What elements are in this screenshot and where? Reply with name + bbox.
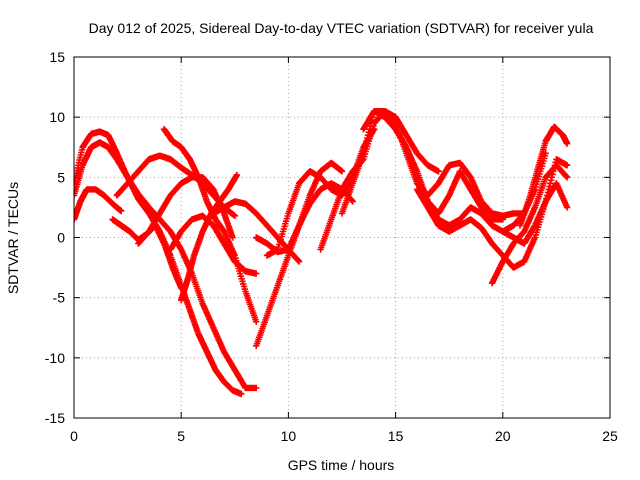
series-arc-19 — [488, 162, 571, 287]
series-arc-4 — [109, 216, 185, 292]
series-marks — [135, 174, 236, 247]
x-tick-label: 0 — [70, 428, 78, 444]
y-axis-label: SDTVAR / TECUs — [5, 182, 21, 294]
series-marks — [413, 156, 571, 271]
y-tick-label: -10 — [45, 350, 65, 366]
x-axis-label: GPS time / hours — [288, 457, 395, 473]
x-tick-label: 5 — [177, 428, 185, 444]
series-marks — [109, 216, 185, 292]
y-tick-label: -5 — [53, 290, 66, 306]
y-tick-label: 0 — [57, 230, 65, 246]
data-marks — [74, 108, 571, 398]
series-marks — [74, 139, 260, 392]
series-arc-1 — [74, 128, 245, 398]
y-tick-label: -15 — [45, 410, 65, 426]
x-tick-label: 15 — [388, 428, 404, 444]
series-arc-12 — [253, 159, 346, 256]
series-marks — [74, 128, 245, 398]
series-marks — [74, 186, 125, 223]
x-tick-label: 20 — [495, 428, 511, 444]
y-tick-label: 5 — [57, 169, 65, 185]
series-arc-3 — [74, 186, 125, 223]
plot-border — [73, 56, 611, 419]
series-marks — [516, 123, 571, 229]
series-arc-9 — [178, 171, 241, 304]
series-arc-20 — [499, 180, 571, 247]
series-marks — [488, 162, 571, 287]
x-tick-label: 10 — [281, 428, 297, 444]
series-marks — [253, 159, 346, 256]
series-arc-18 — [413, 156, 571, 271]
x-tick-label: 25 — [602, 428, 618, 444]
chart-title: Day 012 of 2025, Sidereal Day-to-day VTE… — [89, 20, 594, 36]
series-marks — [178, 171, 241, 304]
series-arc-2 — [74, 139, 260, 392]
series-arc-6 — [135, 174, 236, 247]
y-tick-label: 10 — [49, 109, 65, 125]
series-arc-21 — [516, 123, 571, 229]
series-marks — [499, 180, 571, 247]
y-tick-label: 15 — [49, 49, 65, 65]
